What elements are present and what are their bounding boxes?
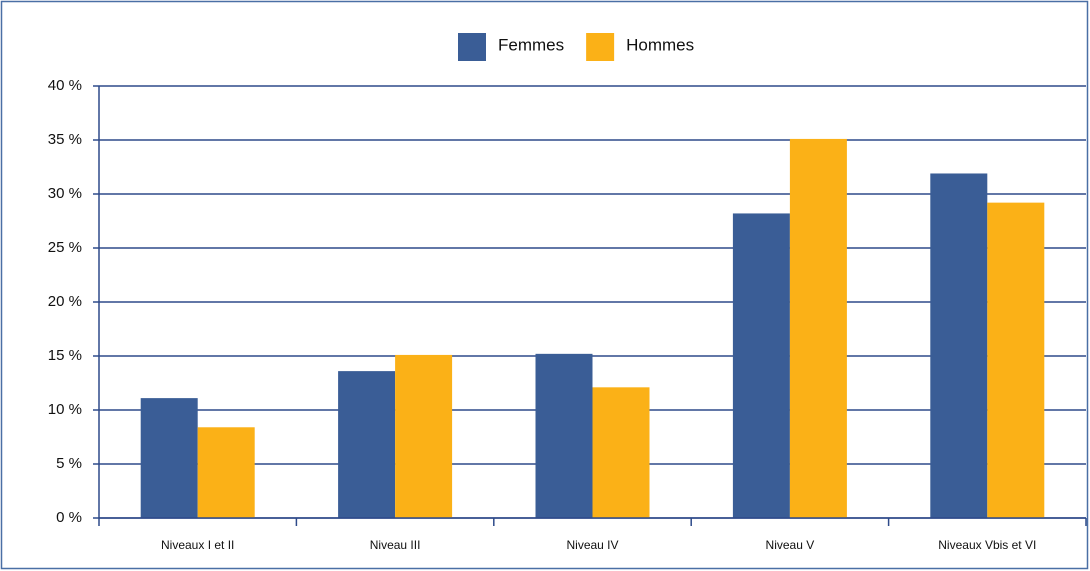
x-tick-label: Niveau V: [766, 538, 815, 552]
x-tick-label: Niveaux I et II: [161, 538, 234, 552]
legend-swatch: [586, 33, 615, 61]
bar: [395, 354, 453, 518]
y-tick-label: 10 %: [48, 401, 82, 418]
y-tick-label: 30 %: [48, 185, 82, 202]
bar: [592, 387, 650, 518]
legend-swatch: [458, 33, 486, 61]
legend-label: Femmes: [498, 35, 564, 54]
y-tick-label: 40 %: [48, 77, 82, 94]
y-tick-label: 25 %: [48, 239, 82, 256]
bar: [987, 202, 1045, 518]
bar: [732, 213, 790, 518]
y-tick-label: 20 %: [48, 293, 82, 310]
y-tick-label: 15 %: [48, 347, 82, 364]
y-tick-label: 0 %: [56, 509, 82, 526]
bar: [930, 173, 988, 519]
y-tick-label: 5 %: [56, 455, 82, 472]
x-tick-label: Niveau IV: [566, 538, 618, 552]
bar: [338, 371, 396, 518]
bar: [140, 398, 198, 518]
legend-label: Hommes: [626, 35, 694, 54]
x-tick-label: Niveaux Vbis et VI: [938, 538, 1036, 552]
bar: [197, 427, 255, 518]
bar: [789, 138, 847, 519]
y-tick-label: 35 %: [48, 131, 82, 148]
bar: [535, 353, 593, 518]
x-tick-label: Niveau III: [370, 538, 421, 552]
